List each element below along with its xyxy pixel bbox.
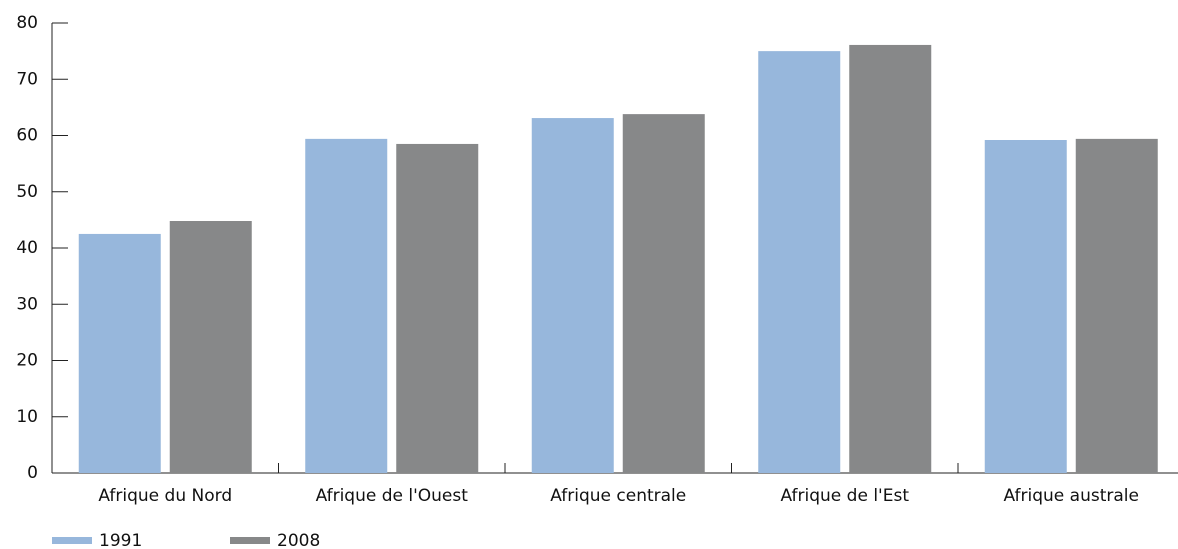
bar <box>1075 138 1158 473</box>
x-tick-label: Afrique de l'Est <box>781 486 910 506</box>
legend-swatch <box>230 537 270 544</box>
bar <box>169 221 252 473</box>
y-tick-label: 10 <box>16 407 38 427</box>
y-tick-label: 30 <box>16 294 38 314</box>
bar <box>984 140 1067 473</box>
y-tick-label: 70 <box>16 69 38 89</box>
bar <box>622 114 705 473</box>
legend-label: 1991 <box>99 531 142 549</box>
x-tick-label: Afrique du Nord <box>98 486 232 506</box>
y-tick-label: 80 <box>16 13 38 33</box>
x-tick-label: Afrique de l'Ouest <box>316 486 469 506</box>
bar <box>78 233 161 473</box>
y-tick-label: 20 <box>16 351 38 371</box>
legend-label: 2008 <box>277 531 320 549</box>
bar <box>758 51 841 473</box>
y-tick-label: 60 <box>16 126 38 146</box>
bar <box>531 118 614 473</box>
x-tick-label: Afrique australe <box>1004 486 1139 506</box>
y-tick-label: 0 <box>27 463 38 483</box>
legend-swatch <box>52 537 92 544</box>
bar <box>305 138 388 473</box>
y-tick-label: 50 <box>16 182 38 202</box>
y-tick-label: 40 <box>16 238 38 258</box>
bar <box>849 44 932 473</box>
x-tick-label: Afrique centrale <box>550 486 686 506</box>
bar <box>396 143 479 473</box>
